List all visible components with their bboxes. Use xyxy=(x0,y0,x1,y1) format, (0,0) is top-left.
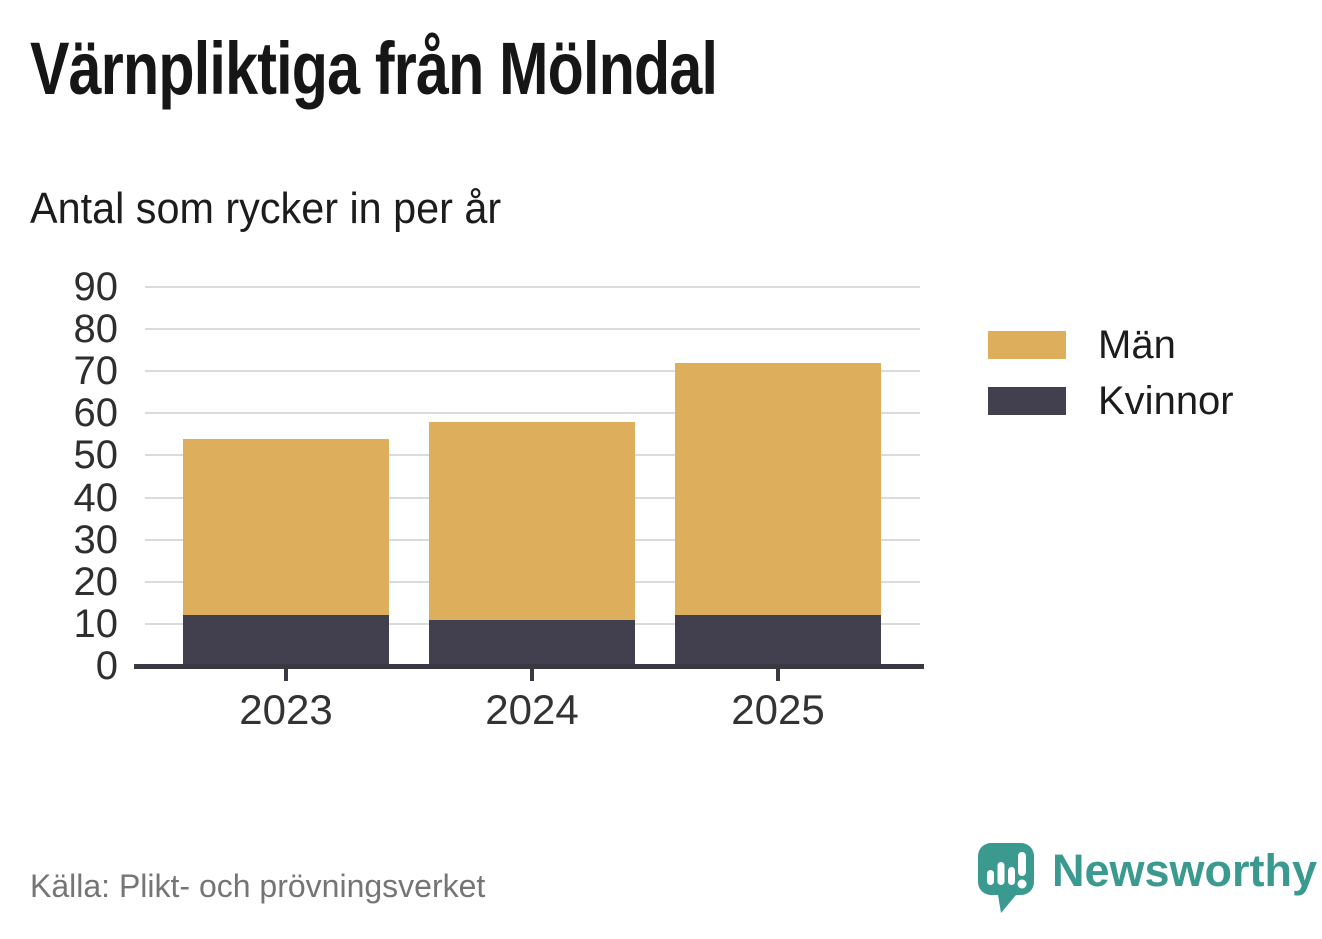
y-axis-tick-label: 60 xyxy=(73,391,119,436)
bar-segment-2023-Kvinnor xyxy=(183,615,389,666)
x-axis-tick xyxy=(776,668,780,681)
legend-swatch xyxy=(988,387,1066,415)
gridline xyxy=(145,328,920,331)
y-axis-tick-label: 70 xyxy=(73,349,119,394)
y-axis-tick-label: 10 xyxy=(73,601,119,646)
bar-segment-2025-Män xyxy=(675,362,881,616)
bar-segment-2024-Män xyxy=(429,421,635,620)
chart-legend: Män Kvinnor xyxy=(988,322,1234,434)
legend-item-Män: Män xyxy=(988,322,1234,368)
legend-label: Kvinnor xyxy=(1098,378,1234,423)
x-axis-tick-label: 2025 xyxy=(731,686,825,733)
gridline xyxy=(145,286,920,288)
chart-subtitle: Antal som rycker in per år xyxy=(30,184,502,233)
gridline xyxy=(145,370,920,373)
newsworthy-icon xyxy=(978,843,1034,913)
y-axis-tick-label: 20 xyxy=(73,559,119,604)
y-axis-tick-label: 30 xyxy=(73,517,119,562)
y-axis-tick-label: 90 xyxy=(73,265,119,309)
legend-swatch xyxy=(988,331,1066,359)
y-axis-tick-label: 50 xyxy=(73,433,119,478)
bar-segment-2023-Män xyxy=(183,438,389,616)
y-axis-tick-label: 40 xyxy=(73,475,119,520)
source-note: Källa: Plikt- och prövningsverket xyxy=(30,868,486,904)
legend-item-Kvinnor: Kvinnor xyxy=(988,378,1234,424)
x-axis-tick xyxy=(284,668,288,681)
x-axis-tick-label: 2024 xyxy=(485,686,579,733)
bar-segment-2024-Kvinnor xyxy=(429,619,635,666)
gridline xyxy=(145,412,920,415)
brand-name: Newsworthy xyxy=(1052,845,1318,896)
x-axis-line xyxy=(134,664,924,669)
x-axis-tick xyxy=(530,668,534,681)
bar-segment-2025-Kvinnor xyxy=(675,615,881,666)
newsworthy-logo: Newsworthy xyxy=(978,843,1317,913)
legend-label: Män xyxy=(1098,322,1176,367)
chart-title: Värnpliktiga från Mölndal xyxy=(30,27,718,110)
y-axis-tick-label: 80 xyxy=(73,307,119,352)
y-axis-tick-label: 0 xyxy=(95,644,118,688)
x-axis-tick-label: 2023 xyxy=(239,686,333,733)
